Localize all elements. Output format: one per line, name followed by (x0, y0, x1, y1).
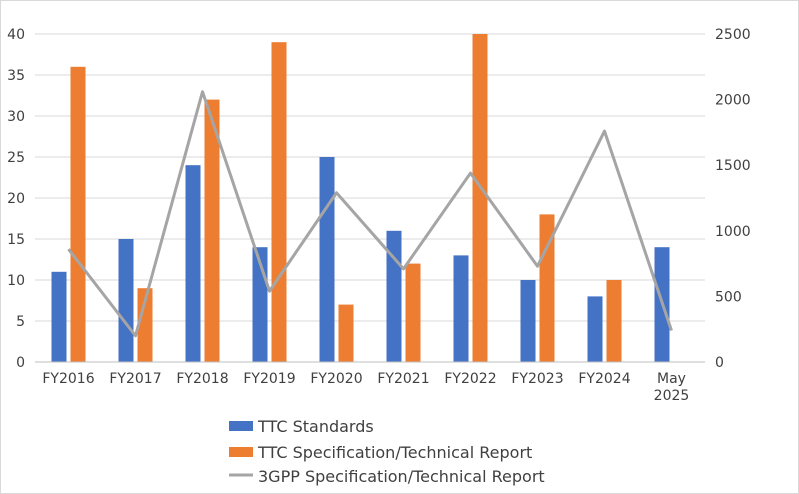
legend-item-ttc-standards: TTC Standards (229, 417, 374, 436)
x-tick-label: FY2023 (511, 371, 563, 387)
x-tick-label: May (657, 371, 686, 387)
x-tick-label: FY2020 (310, 371, 362, 387)
right-axis: 0 500 1000 1500 2000 2500 (715, 27, 751, 371)
line-series (67, 90, 673, 338)
bar-ttc-spec (70, 66, 86, 363)
x-tick-label: FY2019 (243, 371, 295, 387)
bar-ttc-standards (453, 255, 469, 362)
x-axis: FY2016 FY2017 FY2018 FY2019 FY2020 FY2021 FY20… (35, 361, 705, 404)
right-tick-label: 1000 (715, 224, 751, 240)
legend: TTC Standards TTC Specification/Technica… (229, 417, 545, 486)
bar-ttc-standards (118, 239, 134, 362)
left-tick-label: 15 (7, 232, 25, 248)
bar-ttc-standards (185, 165, 201, 362)
bar-ttc-standards (520, 280, 536, 362)
x-tick-label: FY2018 (176, 371, 228, 387)
x-tick-label: FY2021 (377, 371, 429, 387)
x-tick-label: FY2024 (578, 371, 630, 387)
right-tick-label: 0 (715, 355, 724, 371)
right-tick-label: 2500 (715, 27, 751, 43)
legend-label-ttc-standards: TTC Standards (257, 417, 374, 436)
legend-swatch-ttc-spec (229, 447, 253, 457)
left-tick-label: 40 (7, 27, 25, 43)
bar-ttc-spec (137, 288, 153, 362)
right-tick-label: 500 (715, 289, 742, 305)
x-tick-label: FY2016 (42, 371, 94, 387)
bar-ttc-standards (319, 157, 335, 362)
left-tick-label: 10 (7, 273, 25, 289)
bar-ttc-standards (587, 296, 603, 362)
x-tick-label: FY2022 (444, 371, 496, 387)
legend-item-ttc-spec: TTC Specification/Technical Report (229, 443, 532, 462)
bar-ttc-spec (338, 304, 354, 362)
bar-ttc-spec (606, 280, 622, 362)
x-tick-label: 2025 (654, 388, 690, 404)
line-3gpp-spec (67, 90, 673, 338)
right-tick-label: 1500 (715, 158, 751, 174)
bar-series (51, 34, 670, 363)
left-tick-label: 5 (16, 314, 25, 330)
left-tick-label: 0 (16, 355, 25, 371)
right-tick-label: 2000 (715, 93, 751, 109)
x-tick-label: FY2017 (109, 371, 161, 387)
legend-swatch-ttc-standards (229, 421, 253, 431)
bar-ttc-spec (405, 263, 421, 362)
left-tick-label: 30 (7, 109, 25, 125)
legend-label-ttc-spec: TTC Specification/Technical Report (257, 443, 532, 462)
left-axis: 0 5 10 15 20 25 30 35 40 (7, 27, 25, 371)
gridlines (35, 33, 705, 322)
bar-ttc-spec (204, 99, 220, 362)
left-tick-label: 25 (7, 150, 25, 166)
bar-ttc-standards (51, 271, 67, 362)
bar-ttc-spec (472, 34, 488, 362)
bar-ttc-spec (271, 42, 287, 362)
legend-item-3gpp-spec: 3GPP Specification/Technical Report (229, 467, 545, 486)
left-tick-label: 35 (7, 68, 25, 84)
left-tick-label: 20 (7, 191, 25, 207)
legend-label-3gpp-spec: 3GPP Specification/Technical Report (258, 467, 545, 486)
